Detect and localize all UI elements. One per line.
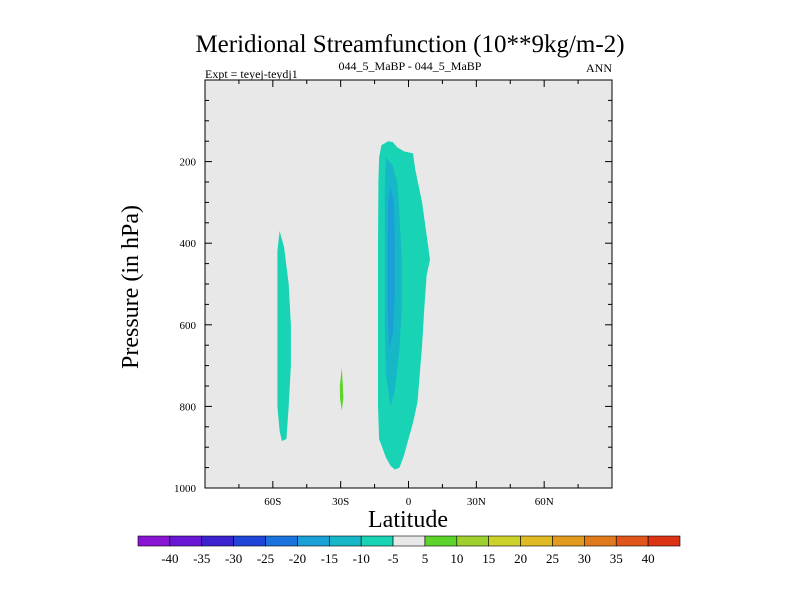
- colorbar-label: -30: [225, 551, 242, 566]
- x-tick-label: 30S: [332, 496, 349, 508]
- colorbar-swatch: [552, 535, 585, 547]
- colorbar-label: -5: [388, 551, 399, 566]
- colorbar-swatch: [488, 535, 521, 547]
- colorbar-swatch: [456, 535, 490, 547]
- colorbar-label: -15: [321, 551, 338, 566]
- colorbar-label: -40: [161, 551, 178, 566]
- contour-region-equatorial-cell-core: [387, 186, 395, 350]
- colorbar-swatch: [328, 535, 362, 547]
- contour-region-thirty-south-positive-spot: [339, 367, 344, 411]
- axis-ticks: 60S 30S 0 30N 60N 200 400 600 800 1000: [174, 80, 613, 508]
- colorbar-swatch: [392, 535, 426, 547]
- x-axis-title: Latitude: [368, 507, 448, 533]
- colorbar-label: -20: [289, 551, 306, 566]
- colorbar-label: 30: [578, 551, 591, 566]
- colorbar-label: -25: [257, 551, 274, 566]
- colorbar-label: 25: [546, 551, 559, 566]
- contour-regions: [277, 141, 430, 470]
- x-tick-label: 60N: [535, 496, 554, 508]
- y-tick-label: 1000: [174, 483, 197, 495]
- chart-title: Meridional Streamfunction (10**9kg/m-2): [195, 31, 624, 58]
- colorbar-label: 10: [450, 551, 463, 566]
- colorbar-swatch: [647, 535, 681, 547]
- colorbar-swatch: [233, 535, 266, 547]
- colorbar: -40 -35 -30 -25 -20 -15 -10 -5 5 10 15 20 25 30 35 40: [137, 535, 681, 566]
- colorbar-swatch: [584, 535, 617, 547]
- colorbar-swatch: [137, 535, 171, 547]
- colorbar-swatch: [265, 535, 298, 547]
- colorbar-swatch: [424, 535, 458, 547]
- y-tick-label: 800: [180, 401, 197, 413]
- colorbar-swatch: [201, 535, 234, 547]
- x-tick-label: 0: [406, 496, 412, 508]
- chart-subtitle-right: ANN: [586, 61, 612, 75]
- chart-subtitle-left: Expt = teyej-teydj1: [205, 67, 298, 81]
- x-tick-label: 60S: [264, 496, 281, 508]
- colorbar-swatch: [520, 535, 553, 547]
- x-tick-label: 30N: [467, 496, 486, 508]
- colorbar-swatch: [615, 535, 649, 547]
- colorbar-swatch: [297, 535, 330, 547]
- colorbar-label: -10: [353, 551, 370, 566]
- y-tick-label: 600: [180, 320, 197, 332]
- y-tick-label: 200: [180, 157, 197, 169]
- colorbar-label: 35: [610, 551, 623, 566]
- colorbar-label: 15: [482, 551, 495, 566]
- colorbar-label: 20: [514, 551, 527, 566]
- colorbar-swatch: [360, 535, 394, 547]
- colorbar-label: 40: [642, 551, 655, 566]
- y-axis-title: Pressure (in hPa): [118, 205, 144, 369]
- chart-subtitle-center: 044_5_MaBP - 044_5_MaBP: [339, 59, 482, 73]
- contour-region-southern-midlatitude-cell: [277, 231, 291, 442]
- y-tick-label: 400: [180, 238, 197, 250]
- colorbar-label: -35: [193, 551, 210, 566]
- colorbar-label: 5: [422, 551, 429, 566]
- colorbar-swatch: [169, 535, 203, 547]
